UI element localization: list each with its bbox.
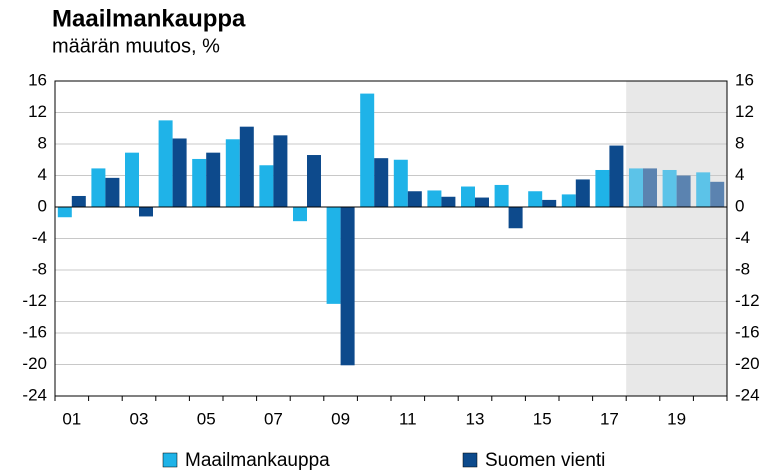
bar — [542, 199, 557, 207]
bar — [441, 196, 456, 207]
bar — [105, 177, 120, 207]
y-tick-label: 12 — [28, 102, 47, 121]
y2-tick-label: -20 — [735, 354, 760, 373]
y-tick-label: 8 — [38, 133, 47, 152]
y2-tick-label: -12 — [735, 291, 760, 310]
bar — [125, 152, 139, 207]
legend-label: Maailmankauppa — [185, 450, 330, 471]
y-tick-label: -12 — [22, 291, 47, 310]
x-tick-label: 13 — [466, 409, 485, 428]
x-tick-label: 11 — [399, 409, 417, 428]
bar — [393, 159, 408, 207]
bar — [528, 191, 543, 207]
y2-tick-label: -4 — [735, 228, 750, 247]
y-tick-label: -24 — [22, 385, 47, 404]
legend-label: Suomen vienti — [485, 450, 605, 471]
bar — [629, 168, 643, 207]
bar — [139, 207, 153, 217]
bar — [192, 158, 207, 207]
bar — [427, 190, 442, 207]
y-tick-label: -4 — [32, 228, 47, 247]
x-tick-label: 01 — [62, 409, 81, 428]
bar — [340, 207, 355, 366]
bar — [206, 152, 221, 207]
legend-swatch — [162, 452, 178, 468]
bar — [676, 175, 691, 207]
bar — [508, 207, 523, 229]
bar — [407, 191, 422, 207]
bar — [57, 207, 72, 218]
y2-tick-label: 12 — [735, 102, 754, 121]
bar — [475, 197, 489, 207]
bar — [225, 139, 240, 207]
bar — [172, 138, 187, 207]
y2-tick-label: -24 — [735, 385, 760, 404]
y-tick-label: -16 — [22, 322, 47, 341]
y-tick-label: -20 — [22, 354, 47, 373]
bar — [326, 207, 341, 304]
bar — [696, 172, 711, 207]
legend-swatch — [462, 452, 478, 468]
chart-subtitle: määrän muutos, % — [52, 35, 220, 57]
y-tick-label: -8 — [32, 259, 47, 278]
bar — [374, 158, 389, 207]
x-tick-label: 07 — [264, 409, 283, 428]
x-tick-label: 15 — [533, 409, 552, 428]
bar — [158, 120, 173, 207]
bar — [239, 126, 254, 207]
x-tick-label: 03 — [130, 409, 149, 428]
bar — [662, 169, 677, 207]
bar — [575, 179, 590, 207]
bar — [494, 184, 509, 207]
y2-tick-label: 8 — [735, 133, 744, 152]
y2-tick-label: 16 — [735, 70, 754, 89]
y-tick-label: 16 — [28, 70, 47, 89]
bar — [273, 135, 288, 207]
bar — [293, 207, 307, 222]
bar — [307, 155, 321, 207]
y2-tick-label: 0 — [735, 196, 744, 215]
bar — [91, 168, 106, 207]
bar — [643, 168, 657, 207]
bar — [71, 195, 86, 207]
y2-tick-label: 4 — [735, 165, 744, 184]
y-tick-label: 0 — [38, 196, 47, 215]
y2-tick-label: -16 — [735, 322, 760, 341]
bar — [561, 194, 576, 207]
x-tick-label: 19 — [667, 409, 686, 428]
chart-title: Maailmankauppa — [52, 5, 246, 32]
bar — [461, 186, 475, 207]
bar — [595, 169, 610, 207]
bar — [360, 93, 375, 207]
y-tick-label: 4 — [38, 165, 47, 184]
bar — [609, 145, 624, 207]
x-tick-label: 09 — [331, 409, 350, 428]
bar — [259, 165, 274, 207]
y2-tick-label: -8 — [735, 259, 750, 278]
x-tick-label: 05 — [197, 409, 216, 428]
x-tick-label: 17 — [600, 409, 619, 428]
bar — [710, 181, 725, 207]
